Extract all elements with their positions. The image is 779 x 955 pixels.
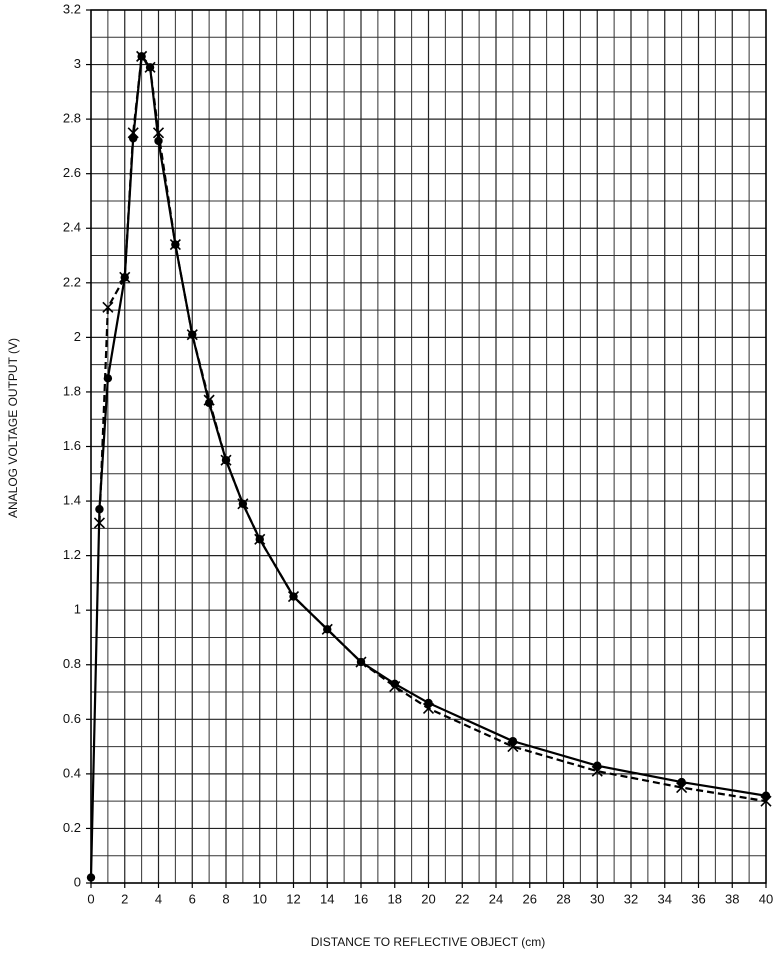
data-point	[508, 736, 518, 746]
x-tick-label: 10	[253, 891, 267, 906]
y-tick-label: 3.2	[63, 1, 81, 16]
x-tick-label: 8	[222, 891, 229, 906]
data-point	[128, 134, 138, 143]
x-axis-title: DISTANCE TO REFLECTIVE OBJECT (cm)	[311, 935, 545, 949]
y-tick-label: 1.2	[63, 547, 81, 562]
data-point	[321, 623, 333, 635]
data-point	[103, 374, 113, 383]
x-tick-label: 22	[455, 891, 469, 906]
data-point	[507, 741, 519, 753]
x-tick-label: 18	[388, 891, 402, 906]
y-tick-label: 0.4	[63, 765, 81, 780]
data-point	[86, 873, 96, 882]
y-axis-title: ANALOG VOLTAGE OUTPUT (V)	[6, 338, 20, 518]
data-point	[355, 656, 367, 668]
data-point	[677, 777, 686, 787]
data-point	[136, 50, 148, 62]
data-point	[591, 765, 603, 777]
data-point	[204, 398, 214, 408]
plot-frame	[90, 9, 767, 884]
y-tick-label: 2.8	[63, 111, 81, 126]
x-tick-label: 12	[286, 891, 300, 906]
data-point	[424, 698, 433, 708]
y-tick-label: 2.2	[63, 274, 81, 289]
x-tick-label: 0	[87, 891, 94, 906]
data-point	[593, 761, 602, 770]
x-tick-label: 20	[421, 891, 435, 906]
x-tick-label: 14	[320, 891, 334, 906]
data-point	[761, 791, 771, 800]
data-point	[95, 505, 104, 514]
data-point	[390, 679, 399, 689]
x-tick-label: 24	[489, 891, 503, 906]
y-tick-label: 0.2	[63, 820, 81, 835]
x-tick-label: 40	[759, 891, 773, 906]
y-tick-label: 3	[74, 56, 81, 71]
data-point	[389, 681, 401, 693]
y-tick-label: 1.4	[63, 493, 81, 508]
data-point	[220, 454, 232, 466]
x-tick-label: 36	[691, 891, 705, 906]
y-tick-label: 2.6	[63, 165, 81, 180]
x-tick-label: 38	[725, 891, 739, 906]
y-tick-label: 0.6	[63, 711, 81, 726]
data-point	[254, 533, 266, 545]
data-point	[152, 127, 165, 139]
x-tick-label: 16	[354, 891, 368, 906]
data-point	[186, 329, 198, 341]
data-point	[237, 498, 249, 510]
x-tick-label: 28	[556, 891, 570, 906]
y-tick-label: 1.8	[63, 383, 81, 398]
data-point	[287, 590, 300, 603]
data-point	[203, 394, 215, 406]
data-point	[119, 271, 131, 283]
x-tick-label: 2	[121, 891, 128, 906]
y-tick-label: 2.4	[63, 220, 81, 235]
data-point	[676, 781, 688, 794]
series-line	[98, 53, 767, 803]
y-tick-label: 1.6	[63, 438, 81, 453]
y-tick-label: 1	[74, 602, 81, 617]
data-point	[760, 795, 772, 807]
data-point	[154, 136, 163, 146]
data-point	[422, 702, 435, 714]
x-tick-label: 32	[624, 891, 638, 906]
y-tick-label: 0.8	[63, 656, 81, 671]
x-tick-label: 4	[155, 891, 162, 906]
data-point	[93, 517, 106, 529]
data-point	[169, 239, 181, 251]
y-tick-label: 0	[74, 874, 81, 889]
data-point	[144, 61, 156, 73]
x-tick-label: 30	[590, 891, 604, 906]
x-tick-label: 34	[658, 891, 672, 906]
data-point	[102, 301, 114, 313]
y-tick-label: 2	[74, 329, 81, 344]
x-tick-label: 6	[189, 891, 196, 906]
x-tick-label: 26	[523, 891, 537, 906]
data-point	[127, 127, 139, 139]
